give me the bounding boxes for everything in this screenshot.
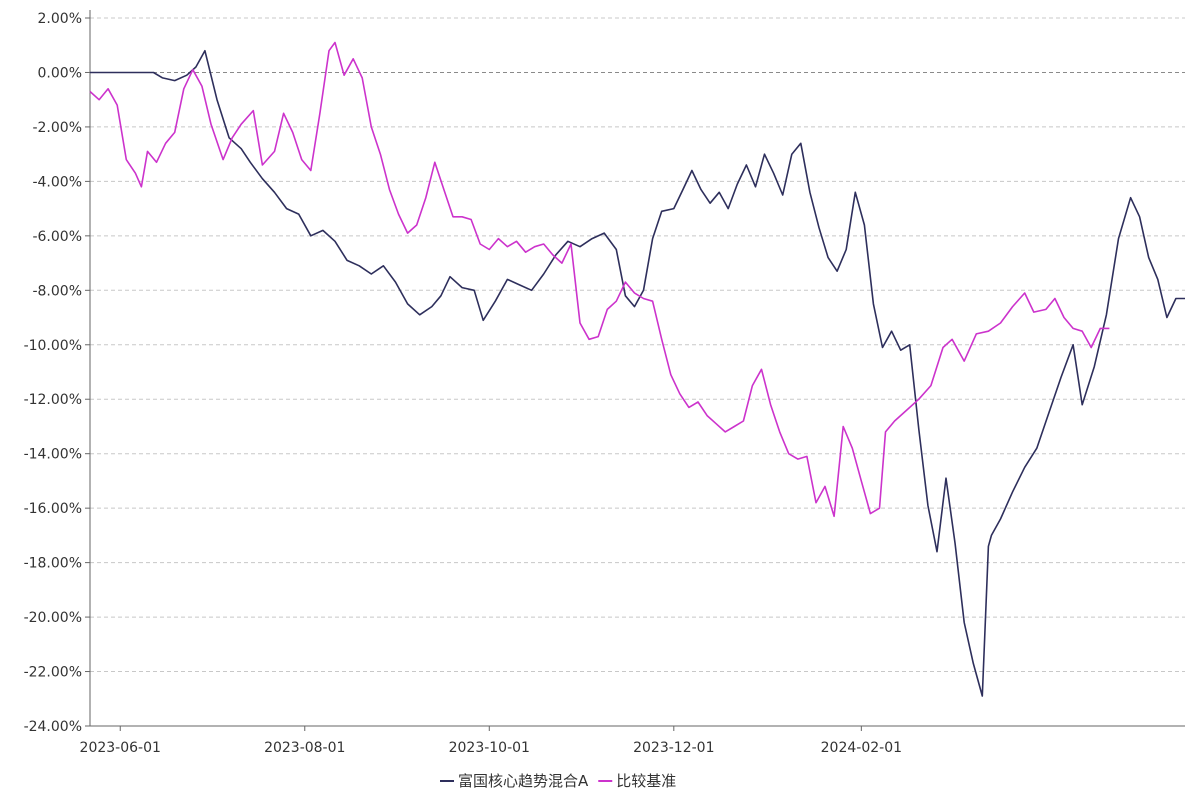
y-tick-label: -14.00% [24, 447, 82, 463]
y-tick-label: -8.00% [32, 283, 82, 299]
y-tick-label: 2.00% [38, 11, 82, 27]
axes: 2.00% 0.00% -2.00% -4.00% -6.00% -8.00% -10.00… [24, 10, 1185, 756]
x-tick-label: 2023-12-01 [633, 740, 714, 756]
y-tick-label: -22.00% [24, 665, 82, 681]
y-tick-label: -4.00% [32, 174, 82, 190]
legend: 富国核心趋势混合A 比较基准 [440, 772, 676, 790]
legend-label: 比较基准 [616, 772, 676, 790]
y-tick-label: -18.00% [24, 556, 82, 572]
series-line-1 [90, 49, 1185, 697]
y-tick-label: -2.00% [32, 120, 82, 136]
gridlines [90, 17, 1185, 727]
series-lines [89, 41, 1185, 697]
x-tick-label: 2023-10-01 [449, 740, 530, 756]
x-tick-label: 2023-08-01 [264, 740, 345, 756]
y-tick-label: -10.00% [24, 338, 82, 354]
x-tick-label: 2024-02-01 [821, 740, 902, 756]
y-tick-label: -24.00% [24, 719, 82, 735]
legend-label: 富国核心趋势混合A [458, 772, 589, 790]
y-tick-label: 0.00% [38, 65, 82, 81]
y-tick-label: -20.00% [24, 610, 82, 626]
y-tick-label: -16.00% [24, 501, 82, 517]
series-line-2 [89, 41, 1110, 518]
y-tick-label: -12.00% [24, 392, 82, 408]
y-tick-label: -6.00% [32, 229, 82, 245]
x-tick-label: 2023-06-01 [80, 740, 161, 756]
